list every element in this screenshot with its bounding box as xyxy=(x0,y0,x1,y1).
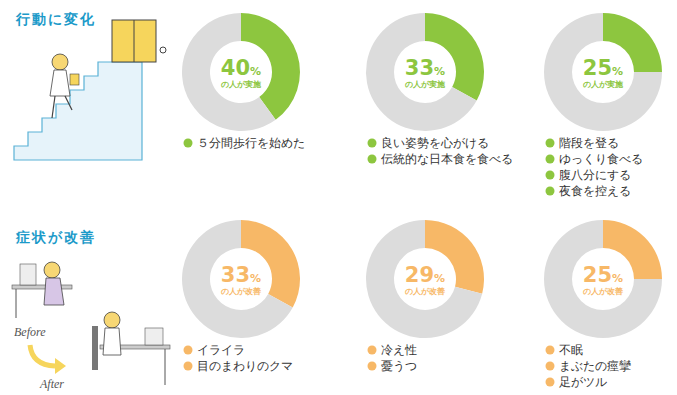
note-bullet xyxy=(368,362,377,371)
chair xyxy=(92,326,98,370)
donut-chart: 25%の人が実施階段を登るゆっくり食べる腹八分にする夜食を控える xyxy=(544,13,662,198)
donut-chart: 25%の人が改善不眠まぶたの痙攣足がツル xyxy=(544,220,662,389)
value-label: 40% xyxy=(221,56,261,80)
note-bullet xyxy=(184,362,193,371)
donut-subtitle: の人が実施 xyxy=(583,79,624,89)
note-bullet xyxy=(546,155,555,164)
note-text: イライラ xyxy=(197,343,245,357)
value-unit: % xyxy=(612,65,623,78)
note-text: 夜食を控える xyxy=(559,184,631,198)
value-number: 25 xyxy=(583,263,612,287)
note-bullet xyxy=(546,187,555,196)
donut-subtitle: の人が実施 xyxy=(405,79,446,89)
monitor xyxy=(20,264,36,285)
donut-subtitle: の人が実施 xyxy=(221,79,262,89)
value-unit: % xyxy=(434,272,445,285)
desk-leg xyxy=(165,349,166,385)
value-unit: % xyxy=(612,272,623,285)
elevator-button xyxy=(160,47,166,53)
value-label: 29% xyxy=(405,263,445,287)
note-text: 階段を登る xyxy=(559,136,619,150)
note-bullet xyxy=(368,139,377,148)
arrow-head xyxy=(55,358,66,374)
note-text: まぶたの痙攣 xyxy=(559,359,631,373)
note-bullet xyxy=(368,155,377,164)
desk xyxy=(12,285,72,289)
person-body xyxy=(44,278,64,305)
donut-slice xyxy=(544,220,662,338)
value-unit: % xyxy=(434,65,445,78)
section-title: 症状が改善 xyxy=(15,229,96,245)
value-label: 33% xyxy=(221,263,261,287)
value-unit: % xyxy=(250,272,261,285)
infographic: 行動に変化症状が改善BeforeAfter40%の人が実施５分間歩行を始めた33… xyxy=(0,0,677,395)
laptop xyxy=(145,328,163,345)
person-body xyxy=(103,328,121,355)
donut-slice xyxy=(182,13,276,131)
stairs xyxy=(14,62,142,160)
donut-subtitle: の人が改善 xyxy=(583,286,623,296)
note-bullet xyxy=(546,346,555,355)
donut-subtitle: の人が改善 xyxy=(221,286,261,296)
note-text: 足がツル xyxy=(559,375,607,389)
elevator xyxy=(112,20,156,62)
donut-slice xyxy=(182,220,293,338)
donut-slice xyxy=(544,13,662,131)
illustration-desk xyxy=(12,262,170,385)
person-leg xyxy=(52,96,55,118)
note-bullet xyxy=(184,346,193,355)
note-bullet xyxy=(546,139,555,148)
arrow xyxy=(30,345,55,366)
note-text: 冷え性 xyxy=(381,343,417,357)
note-text: ゆっくり食べる xyxy=(559,152,643,166)
section-title: 行動に変化 xyxy=(15,11,96,27)
person-head xyxy=(104,312,120,328)
value-number: 40 xyxy=(221,56,250,80)
value-number: 25 xyxy=(583,56,612,80)
note-bullet xyxy=(546,378,555,387)
donut-chart: 29%の人が改善冷え性憂うつ xyxy=(366,220,484,373)
value-label: 33% xyxy=(405,56,445,80)
desk-leg xyxy=(16,289,17,318)
illustration-stairs xyxy=(14,20,166,160)
person-head xyxy=(44,262,60,278)
illustration-label: Before xyxy=(14,325,46,339)
note-bullet xyxy=(368,346,377,355)
note-text: 不眠 xyxy=(559,343,583,357)
note-text: ５分間歩行を始めた xyxy=(197,136,305,150)
value-unit: % xyxy=(250,65,261,78)
person-head xyxy=(52,54,68,70)
donut-subtitle: の人が改善 xyxy=(405,286,445,296)
note-bullet xyxy=(546,171,555,180)
note-text: 良い姿勢を心がける xyxy=(381,136,489,150)
person-leg xyxy=(65,96,72,110)
value-label: 25% xyxy=(583,56,623,80)
note-text: 伝統的な日本食を食べる xyxy=(381,152,513,166)
note-text: 目のまわりのクマ xyxy=(197,359,293,373)
person-bag xyxy=(70,74,79,85)
illustration-label: After xyxy=(39,377,64,391)
person-body xyxy=(50,70,70,96)
note-bullet xyxy=(184,139,193,148)
donut-slice xyxy=(366,13,477,131)
value-number: 33 xyxy=(405,56,434,80)
donut-chart: 33%の人が実施良い姿勢を心がける伝統的な日本食を食べる xyxy=(366,13,513,166)
value-number: 33 xyxy=(221,263,250,287)
value-number: 29 xyxy=(405,263,434,287)
donut-slice xyxy=(366,220,482,338)
value-label: 25% xyxy=(583,263,623,287)
donut-chart: 33%の人が改善イライラ目のまわりのクマ xyxy=(182,220,300,373)
note-text: 憂うつ xyxy=(381,359,417,373)
note-text: 腹八分にする xyxy=(559,168,631,182)
elevator-door xyxy=(134,20,135,62)
donut-slice xyxy=(425,220,484,294)
note-bullet xyxy=(546,362,555,371)
donut-chart: 40%の人が実施 ５分間歩行を始めた xyxy=(182,13,305,150)
